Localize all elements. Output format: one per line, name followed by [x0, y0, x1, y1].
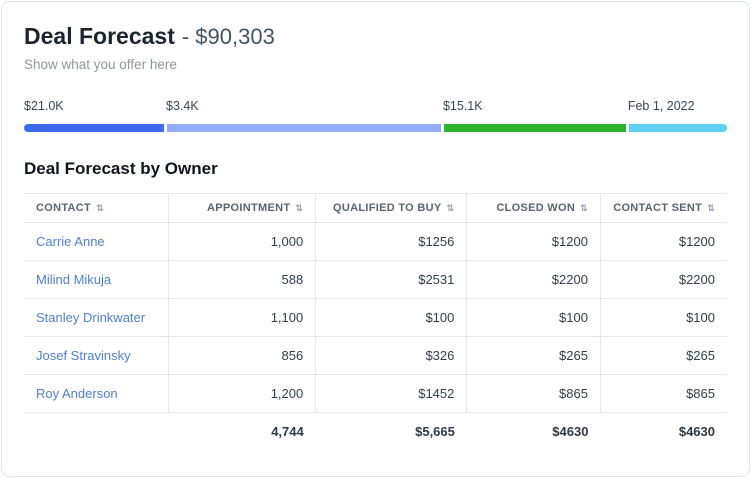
progress-segment	[629, 124, 727, 132]
column-header-label: CLOSED WON	[496, 202, 576, 214]
column-header-closed-won[interactable]: CLOSED WON ⇅	[466, 193, 601, 223]
sort-icon: ⇅	[295, 202, 304, 213]
sort-icon: ⇅	[580, 202, 588, 213]
progress-label: $3.4K	[166, 99, 199, 113]
progress-section: $21.0K $3.4K $15.1K Feb 1, 2022	[24, 99, 727, 132]
table-row: Stanley Drinkwater 1,100 $100 $100 $100	[24, 298, 727, 337]
contact-cell: Carrie Anne	[24, 222, 169, 261]
contact-cell: Roy Anderson	[24, 374, 169, 413]
sort-icon: ⇅	[96, 202, 104, 213]
value-cell: $865	[466, 374, 601, 413]
totals-row: 4,744 $5,665 $4630 $4630	[24, 412, 727, 450]
value-cell: $2531	[315, 260, 468, 299]
column-header-contact-sent[interactable]: CONTACT SENT ⇅	[600, 193, 727, 223]
contact-link[interactable]: Milind Mikuja	[36, 272, 112, 287]
table-row: Carrie Anne 1,000 $1256 $1200 $1200	[24, 222, 727, 261]
value-cell: 856	[168, 336, 317, 375]
value-cell: 1,100	[168, 298, 317, 337]
sort-icon: ⇅	[707, 202, 715, 213]
column-header-label: CONTACT	[36, 202, 92, 214]
column-header-qualified-to-buy[interactable]: QUALIFIED TO BUY ⇅	[315, 193, 468, 223]
header-amount: - $90,303	[181, 24, 275, 49]
column-header-label: QUALIFIED TO BUY	[333, 202, 442, 214]
contact-link[interactable]: Roy Anderson	[36, 386, 118, 401]
contact-cell: Josef Stravinsky	[24, 336, 169, 375]
header-subtitle: Show what you offer here	[24, 57, 177, 72]
value-cell: $1256	[315, 222, 468, 261]
value-cell: $326	[315, 336, 468, 375]
page-title: Deal Forecast	[24, 23, 175, 49]
page-heading: Deal Forecast - $90,303	[24, 22, 727, 51]
column-header-appointment[interactable]: APPOINTMENT ⇅	[168, 193, 317, 223]
table-row: Josef Stravinsky 856 $326 $265 $265	[24, 336, 727, 375]
totals-cell: $4630	[600, 412, 727, 450]
progress-bar	[24, 124, 727, 132]
progress-segment	[443, 124, 627, 132]
contact-link[interactable]: Carrie Anne	[36, 234, 105, 249]
value-cell: $865	[600, 374, 727, 413]
value-cell: 588	[168, 260, 317, 299]
value-cell: 1,200	[168, 374, 317, 413]
progress-label: $21.0K	[24, 99, 64, 113]
table-title: Deal Forecast by Owner	[24, 159, 218, 178]
contact-link[interactable]: Stanley Drinkwater	[36, 310, 146, 325]
totals-cell: $4630	[466, 412, 601, 450]
progress-label: $15.1K	[442, 99, 483, 113]
contact-cell: Milind Mikuja	[24, 260, 169, 299]
progress-label: Feb 1, 2022	[627, 99, 695, 113]
sort-icon: ⇅	[446, 202, 455, 213]
totals-cell: $5,665	[315, 412, 467, 450]
progress-segment	[24, 124, 165, 132]
column-header-label: APPOINTMENT	[207, 202, 291, 214]
value-cell: $100	[600, 298, 727, 337]
contact-link[interactable]: Josef Stravinsky	[36, 348, 131, 363]
value-cell: $2200	[600, 260, 727, 299]
progress-segment	[167, 124, 441, 132]
value-cell: $265	[466, 336, 601, 375]
deal-forecast-table: CONTACT ⇅ APPOINTMENT ⇅ QUALIFIED TO BUY ⇅ CLO…	[24, 193, 727, 450]
contact-cell: Stanley Drinkwater	[24, 298, 169, 337]
column-header-contact[interactable]: CONTACT ⇅	[24, 193, 169, 223]
value-cell: $1200	[466, 222, 601, 261]
totals-cell: 4,744	[168, 412, 316, 450]
progress-labels: $21.0K $3.4K $15.1K Feb 1, 2022	[24, 99, 727, 113]
table-row: Roy Anderson 1,200 $1452 $865 $865	[24, 374, 727, 413]
value-cell: 1,000	[168, 222, 317, 261]
value-cell: $100	[466, 298, 601, 337]
value-cell: $1200	[600, 222, 727, 261]
table-row: Milind Mikuja 588 $2531 $2200 $2200	[24, 260, 727, 299]
value-cell: $1452	[315, 374, 468, 413]
totals-cell	[24, 412, 169, 450]
value-cell: $100	[315, 298, 468, 337]
column-header-label: CONTACT SENT	[613, 202, 703, 214]
value-cell: $265	[600, 336, 727, 375]
value-cell: $2200	[466, 260, 601, 299]
